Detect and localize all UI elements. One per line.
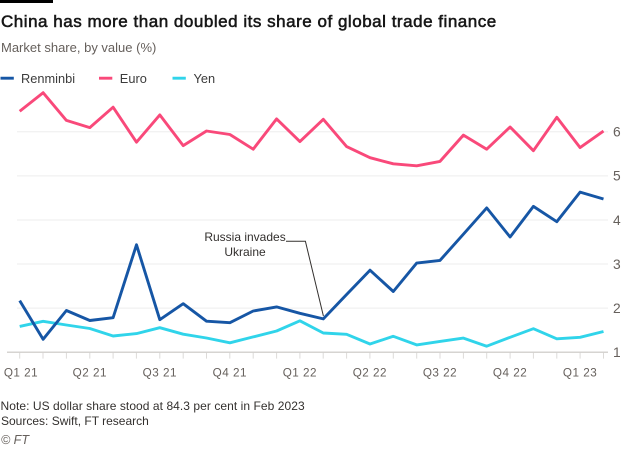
- svg-text:Q4 22: Q4 22: [493, 367, 527, 380]
- svg-text:Euro: Euro: [120, 71, 147, 86]
- svg-text:Ukraine: Ukraine: [224, 245, 266, 259]
- svg-text:Q1 22: Q1 22: [283, 367, 317, 380]
- svg-text:Russia invades: Russia invades: [204, 230, 285, 244]
- svg-text:Q2 21: Q2 21: [73, 367, 107, 380]
- svg-text:Sources: Swift, FT research: Sources: Swift, FT research: [1, 414, 149, 428]
- svg-text:1: 1: [613, 345, 621, 360]
- svg-text:2: 2: [613, 301, 621, 316]
- svg-text:Note: US dollar share stood at: Note: US dollar share stood at 84.3 per …: [1, 399, 305, 413]
- svg-text:5: 5: [613, 169, 621, 184]
- svg-text:Q2 22: Q2 22: [353, 367, 387, 380]
- svg-text:Renminbi: Renminbi: [21, 71, 75, 86]
- svg-text:Q3 22: Q3 22: [423, 367, 457, 380]
- svg-text:Q1 21: Q1 21: [4, 367, 38, 380]
- svg-text:Yen: Yen: [194, 71, 216, 86]
- svg-text:Q3 21: Q3 21: [143, 367, 177, 380]
- svg-text:Market share, by value (%): Market share, by value (%): [1, 40, 156, 55]
- svg-text:China has more than doubled it: China has more than doubled its share of…: [1, 12, 497, 31]
- svg-text:Q1 23: Q1 23: [563, 367, 597, 380]
- svg-text:Q4 21: Q4 21: [213, 367, 247, 380]
- svg-text:© FT: © FT: [1, 433, 30, 446]
- svg-text:4: 4: [613, 213, 621, 228]
- svg-text:6: 6: [613, 125, 621, 140]
- svg-text:3: 3: [613, 257, 621, 272]
